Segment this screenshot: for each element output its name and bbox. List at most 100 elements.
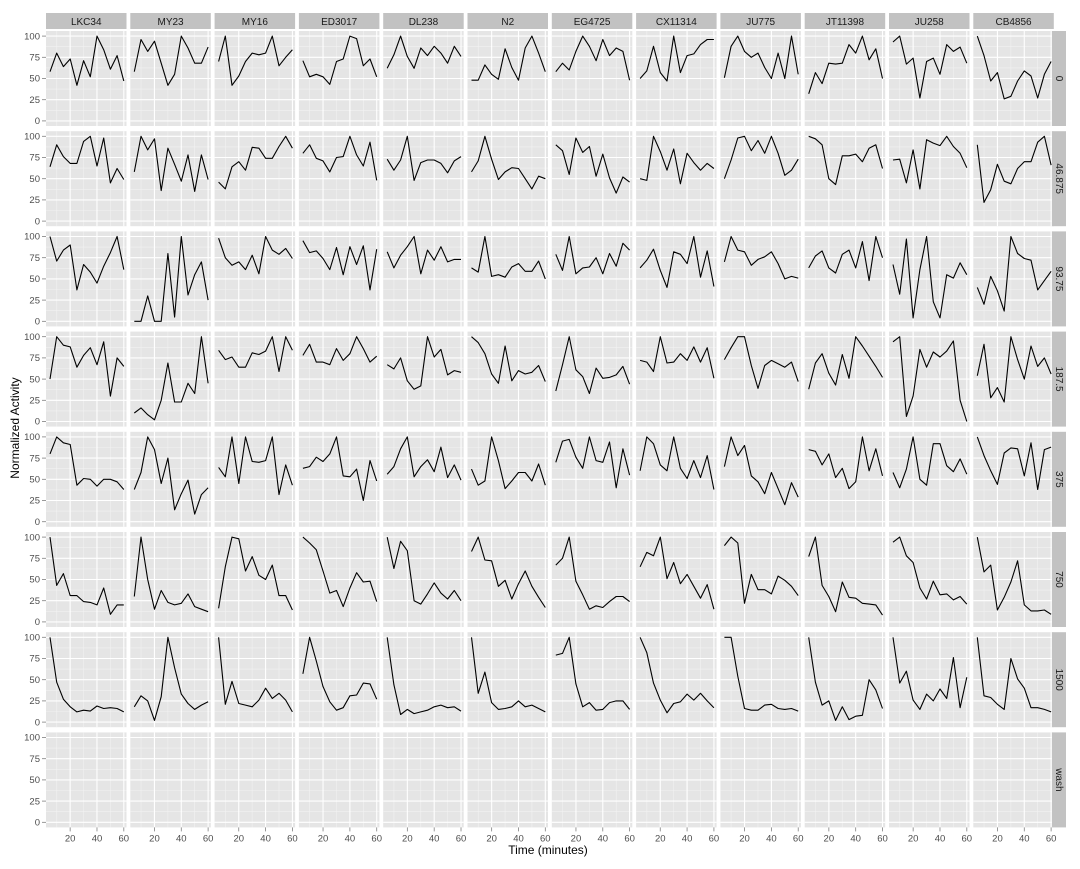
facet-panel bbox=[804, 431, 886, 527]
column-strip bbox=[298, 13, 380, 29]
y-tick-label: 75 bbox=[29, 553, 40, 564]
y-tick-label: 25 bbox=[29, 796, 40, 807]
y-tick-label: 75 bbox=[29, 153, 40, 164]
series-line bbox=[471, 35, 546, 81]
facet-panel bbox=[383, 131, 464, 227]
facet-panel bbox=[214, 632, 296, 728]
facet-panel bbox=[720, 331, 801, 427]
x-tick-label: 20 bbox=[149, 833, 160, 844]
facet-panel bbox=[46, 532, 127, 627]
facet-panel bbox=[551, 532, 633, 627]
x-tick-label: 20 bbox=[908, 833, 919, 844]
series-line bbox=[892, 235, 968, 319]
series-line bbox=[302, 240, 378, 291]
series-line bbox=[302, 135, 378, 181]
y-tick-label: 100 bbox=[24, 131, 40, 142]
series-line bbox=[724, 636, 799, 712]
series-line bbox=[723, 135, 799, 179]
series-line bbox=[723, 336, 799, 389]
facet-panel bbox=[804, 632, 886, 728]
facet-panel bbox=[298, 231, 380, 327]
facet-panel bbox=[973, 532, 1054, 627]
series-line bbox=[976, 336, 1052, 403]
series-line bbox=[470, 637, 546, 713]
series-line bbox=[639, 536, 715, 610]
column-strip bbox=[804, 13, 886, 29]
row-strip bbox=[1052, 732, 1066, 828]
y-tick-label: 0 bbox=[35, 717, 40, 728]
series-line bbox=[302, 336, 378, 366]
series-line bbox=[218, 637, 293, 713]
facet-panel bbox=[720, 431, 801, 527]
y-tick-label: 50 bbox=[29, 74, 40, 85]
series-line bbox=[302, 536, 378, 608]
x-tick-label: 60 bbox=[119, 833, 130, 844]
y-tick-label: 0 bbox=[35, 617, 40, 628]
x-tick-label: 40 bbox=[935, 833, 946, 844]
series-line bbox=[471, 135, 546, 190]
facet-panel bbox=[551, 632, 633, 728]
x-tick-label: 20 bbox=[739, 833, 750, 844]
series-line bbox=[555, 536, 630, 610]
x-tick-label: 60 bbox=[709, 833, 720, 844]
series-line bbox=[49, 637, 125, 713]
facet-panel bbox=[46, 632, 127, 728]
series-line bbox=[471, 235, 546, 280]
row-strip-label: 187.5 bbox=[1053, 367, 1064, 392]
x-tick-label: 20 bbox=[233, 833, 244, 844]
y-tick-label: 100 bbox=[24, 632, 40, 643]
x-tick-label: 60 bbox=[203, 833, 214, 844]
series-line bbox=[471, 336, 546, 384]
y-tick-label: 100 bbox=[24, 332, 40, 343]
facet-panel bbox=[720, 231, 801, 327]
y-tick-label: 25 bbox=[29, 596, 40, 607]
row-strip-label: 46.875 bbox=[1053, 163, 1064, 194]
row-strip-label: 750 bbox=[1053, 571, 1064, 588]
x-tick-label: 40 bbox=[597, 833, 608, 844]
facet-panel bbox=[804, 331, 886, 427]
series-line bbox=[723, 35, 799, 80]
series-line bbox=[49, 235, 125, 291]
y-tick-label: 50 bbox=[29, 575, 40, 586]
facet-panel bbox=[889, 331, 970, 427]
facet-panel bbox=[636, 431, 717, 527]
facet-panel bbox=[130, 732, 211, 828]
y-tick-label: 25 bbox=[29, 195, 40, 206]
x-tick-label: 60 bbox=[1046, 833, 1057, 844]
series-line bbox=[892, 536, 968, 605]
facet-panel bbox=[383, 532, 464, 627]
strip-layer: LKC34 MY23 MY16 ED3017 DL238 N2 EG4725 CX11314 J… bbox=[46, 13, 1066, 828]
facet-panel bbox=[804, 231, 886, 327]
series-line bbox=[892, 436, 968, 489]
y-tick-label: 50 bbox=[29, 274, 40, 285]
column-strip bbox=[467, 13, 548, 29]
column-strip bbox=[383, 13, 464, 29]
facet-panel bbox=[804, 532, 886, 627]
column-strip bbox=[551, 13, 633, 29]
x-tick-label: 60 bbox=[540, 833, 551, 844]
series-line bbox=[218, 436, 293, 496]
series-line bbox=[723, 235, 799, 280]
y-tick-label: 50 bbox=[29, 775, 40, 786]
facet-panel bbox=[636, 632, 717, 728]
series-line bbox=[808, 436, 884, 490]
column-strip-label: N2 bbox=[501, 17, 514, 28]
facet-panel bbox=[46, 331, 127, 427]
series-line bbox=[133, 135, 209, 192]
x-tick-label: 20 bbox=[571, 833, 582, 844]
facet-panel bbox=[214, 231, 296, 327]
series-line bbox=[639, 35, 714, 82]
facet-panel bbox=[804, 131, 886, 227]
facet-panel bbox=[130, 31, 211, 126]
facet-panel bbox=[973, 732, 1054, 828]
y-tick-label: 75 bbox=[29, 453, 40, 464]
facet-panel bbox=[551, 231, 633, 327]
x-tick-label: 40 bbox=[1019, 833, 1030, 844]
y-tick-label: 50 bbox=[29, 475, 40, 486]
series-line bbox=[386, 436, 462, 481]
y-tick-label: 25 bbox=[29, 696, 40, 707]
series-line bbox=[639, 436, 715, 490]
series-line bbox=[808, 35, 884, 94]
y-tick-label: 75 bbox=[29, 754, 40, 765]
